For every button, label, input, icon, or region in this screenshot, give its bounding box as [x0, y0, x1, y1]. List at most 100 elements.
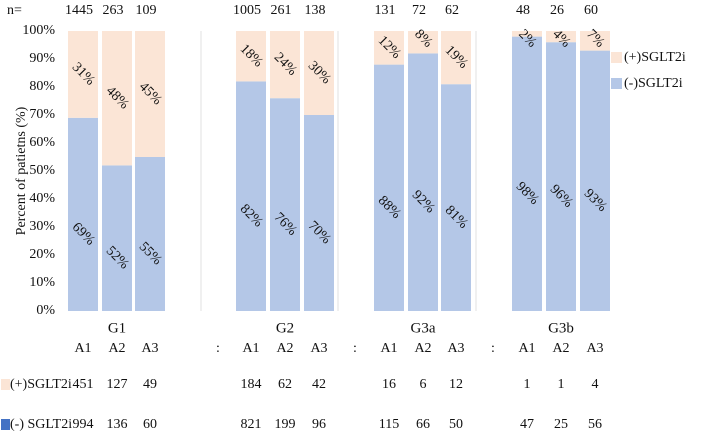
table-cell-2-2: 136 [107, 417, 128, 432]
n-value-11: 26 [550, 3, 564, 18]
legend-swatch-2 [611, 78, 622, 89]
n-value-6: 138 [305, 3, 326, 18]
subgroup-label-9: A3 [447, 341, 464, 356]
y-tick-60: 60% [29, 135, 55, 150]
legend-swatch-1 [611, 52, 622, 63]
group-label-g2: G2 [276, 320, 294, 336]
bar-pos-sglt2i-1 [68, 31, 98, 118]
table-cell-2-11: 25 [554, 417, 568, 432]
bar-pos-sglt2i-12 [580, 31, 610, 51]
subgroup-label-6: A3 [310, 341, 327, 356]
table-cell-1-3: 49 [143, 377, 157, 392]
subgroup-label-10: A1 [518, 341, 535, 356]
bars [68, 31, 610, 312]
y-tick-90: 90% [29, 51, 55, 66]
table-cell-1-9: 12 [449, 377, 463, 392]
n-value-1: 1445 [65, 3, 93, 18]
bar-neg-sglt2i-11 [546, 42, 576, 311]
table-cell-2-7: 115 [379, 417, 399, 432]
n-label: n= [7, 3, 22, 18]
group-dividers [200, 31, 477, 311]
legend-label-1: (+)SGLT2i [624, 50, 686, 65]
n-value-12: 60 [584, 3, 598, 18]
bar-neg-sglt2i-10 [512, 36, 542, 311]
table-cell-2-4: 821 [241, 417, 262, 432]
y-tick-30: 30% [29, 219, 55, 234]
table-cell-2-5: 199 [275, 417, 296, 432]
table-swatch-1 [1, 379, 10, 390]
table-cell-2-8: 66 [416, 417, 430, 432]
group-label-g3b: G3b [548, 320, 574, 336]
subgroup-label-2: A2 [108, 341, 125, 356]
table-cell-1-7: 16 [382, 377, 396, 392]
bar-neg-sglt2i-6 [304, 115, 334, 311]
table-cell-1-8: 6 [420, 377, 427, 392]
bar-neg-sglt2i-7 [374, 64, 404, 311]
y-tick-100: 100% [22, 23, 55, 38]
y-tick-40: 40% [29, 191, 55, 206]
subgroup-label-7: A1 [380, 341, 397, 356]
n-row: n= 1445 263 109 1005 261 138 131 72 62 48 26 60 [7, 3, 598, 18]
y-tick-80: 80% [29, 79, 55, 94]
bar-neg-sglt2i-9 [441, 84, 471, 311]
subgroup-label-11: A2 [552, 341, 569, 356]
table-cell-1-4: 184 [241, 377, 262, 392]
table-row-label-1: (+)SGLT2i [10, 377, 72, 392]
subgroup-label-12: A3 [586, 341, 603, 356]
subgroup-label-3: A3 [141, 341, 158, 356]
n-value-8: 72 [412, 3, 426, 18]
bar-neg-sglt2i-12 [580, 50, 610, 311]
n-value-9: 62 [445, 3, 459, 18]
y-axis-title: Percent of patietns (%) [14, 106, 29, 235]
bar-pos-sglt2i-10 [512, 31, 542, 37]
bar-pos-sglt2i-8 [408, 31, 438, 54]
bar-pos-sglt2i-2 [102, 31, 132, 166]
bar-pos-sglt2i-6 [304, 31, 334, 115]
y-tick-20: 20% [29, 247, 55, 262]
table-cell-2-3: 60 [143, 417, 157, 432]
n-value-7: 131 [375, 3, 396, 18]
subgroup-label-5: A2 [276, 341, 293, 356]
subgroup-label-8: A2 [414, 341, 431, 356]
table-cell-2-6: 96 [312, 417, 326, 432]
y-tick-10: 10% [29, 275, 55, 290]
bar-pos-sglt2i-7 [374, 31, 404, 65]
bar-pos-sglt2i-9 [441, 31, 471, 85]
legend: (+)SGLT2i (-)SGLT2i [611, 50, 686, 91]
subgroup-label-1: A1 [74, 341, 91, 356]
bar-pos-sglt2i-3 [135, 31, 165, 157]
bar-pos-sglt2i-4 [236, 31, 266, 82]
group-label-g3a: G3a [411, 320, 436, 336]
table-cell-2-10: 47 [520, 417, 534, 432]
table-cell-2-1: 994 [73, 417, 94, 432]
n-value-5: 261 [271, 3, 292, 18]
table-cell-1-12: 4 [592, 377, 599, 392]
table-row-label-2: (-) SGLT2i [10, 417, 72, 432]
table-swatch-2 [1, 419, 10, 430]
separator-1: : [216, 341, 220, 356]
separator-3: : [491, 341, 495, 356]
y-axis: 0% 10% 20% 30% 40% 50% 60% 70% 80% 90% 100% Percent… [14, 23, 55, 318]
separator-2: : [353, 341, 357, 356]
n-value-2: 263 [103, 3, 124, 18]
table-cell-2-9: 50 [449, 417, 463, 432]
table-cell-1-1: 451 [73, 377, 94, 392]
table-cell-2-12: 56 [588, 417, 602, 432]
bar-pos-sglt2i-11 [546, 31, 576, 43]
y-tick-50: 50% [29, 163, 55, 178]
bar-neg-sglt2i-1 [68, 117, 98, 311]
table-cell-1-11: 1 [558, 377, 565, 392]
y-tick-70: 70% [29, 107, 55, 122]
subgroup-label-4: A1 [242, 341, 259, 356]
table-cell-1-6: 42 [312, 377, 326, 392]
bar-neg-sglt2i-2 [102, 165, 132, 311]
bar-neg-sglt2i-4 [236, 81, 266, 312]
n-value-3: 109 [136, 3, 157, 18]
n-value-4: 1005 [233, 3, 261, 18]
n-value-10: 48 [516, 3, 530, 18]
legend-label-2: (-)SGLT2i [624, 76, 683, 91]
bar-neg-sglt2i-3 [135, 157, 165, 311]
bar-neg-sglt2i-8 [408, 53, 438, 312]
